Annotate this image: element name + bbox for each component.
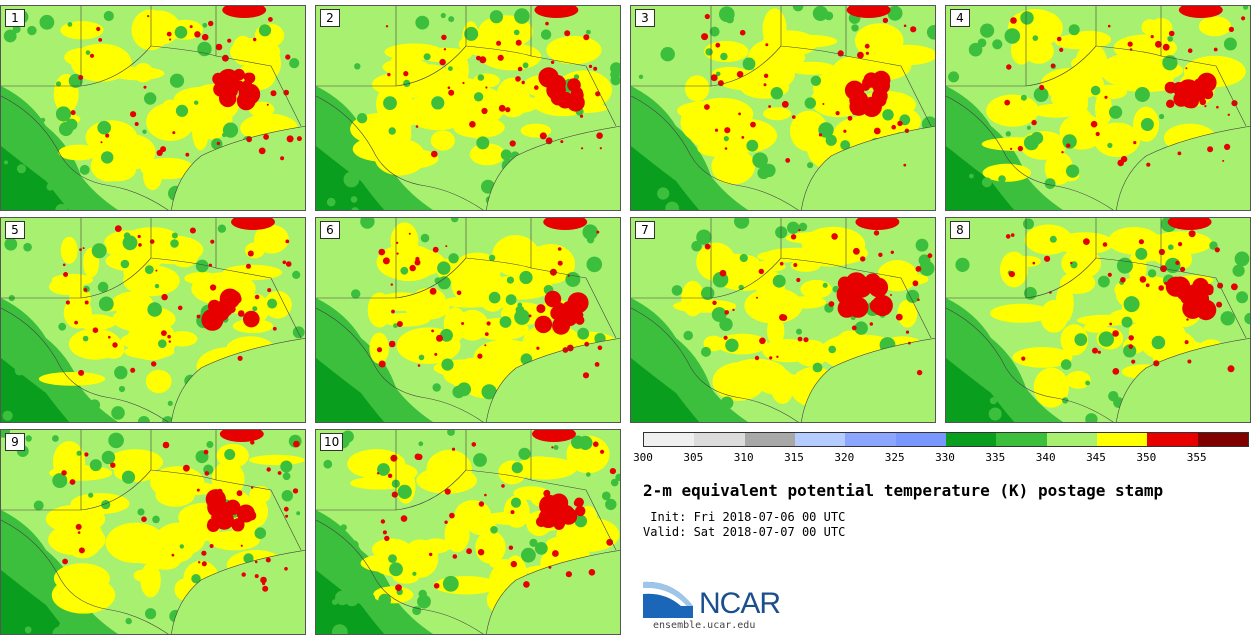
colorbar-tick-label: 340	[1035, 451, 1056, 464]
postage-stamp-panel: 8	[945, 217, 1251, 423]
panel-number: 10	[320, 433, 344, 451]
panel-number: 4	[950, 9, 970, 27]
postage-stamp-panel: 1	[0, 5, 306, 211]
theta-e-map	[316, 6, 620, 210]
colorbar-bin	[744, 433, 795, 446]
theta-e-map	[316, 430, 620, 634]
postage-stamp-panel: 10	[315, 429, 621, 635]
theta-e-map	[631, 218, 935, 422]
colorbar-bin	[794, 433, 846, 446]
colorbar-bin	[1096, 433, 1148, 446]
panel-number: 8	[950, 221, 970, 239]
colorbar-tick-label: 345	[1086, 451, 1106, 464]
theta-e-map	[631, 6, 935, 210]
panel-number: 6	[320, 221, 340, 239]
postage-stamp-panel: 4	[945, 5, 1251, 211]
colorbar-tick-label: 310	[733, 451, 754, 464]
colorbar-tick-label: 305	[683, 451, 704, 464]
colorbar-tick-label: 330	[935, 451, 955, 464]
colorbar-tick-label: 315	[784, 451, 804, 464]
colorbar-bin	[1147, 433, 1198, 446]
colorbar-tick-label: 355	[1186, 451, 1207, 464]
colorbar-tick-label: 335	[985, 451, 1006, 464]
theta-e-map	[1, 218, 305, 422]
panel-number: 7	[635, 221, 655, 239]
theta-e-map	[1, 6, 305, 210]
colorbar-bin	[694, 433, 745, 446]
colorbar-bin	[644, 433, 695, 446]
colorbar-ticks: 300 305 310 315 320 325 330 335 340 345 350 355	[630, 451, 1260, 467]
logo-url: ensemble.ucar.edu	[653, 620, 756, 631]
colorbar	[643, 432, 1249, 447]
figure-title: 2-m equivalent potential temperature (K)…	[643, 481, 1164, 500]
init-time: Init: Fri 2018-07-06 00 UTC	[643, 510, 846, 524]
panel-number: 9	[5, 433, 25, 451]
colorbar-tick-label: 350	[1136, 451, 1157, 464]
colorbar-tick-label: 300	[633, 451, 653, 464]
panel-number: 1	[5, 9, 25, 27]
theta-e-map	[1, 430, 305, 634]
colorbar-bin	[845, 433, 896, 446]
postage-stamp-panel: 3	[630, 5, 936, 211]
colorbar-bin	[996, 433, 1047, 446]
colorbar-bin	[1197, 433, 1248, 446]
postage-stamp-panel: 2	[315, 5, 621, 211]
theta-e-map	[946, 218, 1250, 422]
ncar-swoosh-icon	[643, 581, 693, 618]
logo-wordmark: NCAR	[699, 587, 781, 620]
theta-e-map	[946, 6, 1250, 210]
postage-stamp-panel: 6	[315, 217, 621, 423]
colorbar-bin	[895, 433, 946, 446]
colorbar-tick-label: 320	[834, 451, 855, 464]
colorbar-tick-label: 325	[884, 451, 905, 464]
panel-number: 2	[320, 9, 340, 27]
postage-stamp-panel: 9	[0, 429, 306, 635]
colorbar-bin	[945, 433, 997, 446]
postage-stamp-panel: 5	[0, 217, 306, 423]
postage-stamp-panel: 7	[630, 217, 936, 423]
colorbar-bin	[1046, 433, 1097, 446]
ncar-logo: NCAR ensemble.ucar.edu	[643, 578, 803, 632]
panel-number: 3	[635, 9, 655, 27]
theta-e-map	[316, 218, 620, 422]
valid-time: Valid: Sat 2018-07-07 00 UTC	[643, 525, 846, 539]
panel-number: 5	[5, 221, 25, 239]
